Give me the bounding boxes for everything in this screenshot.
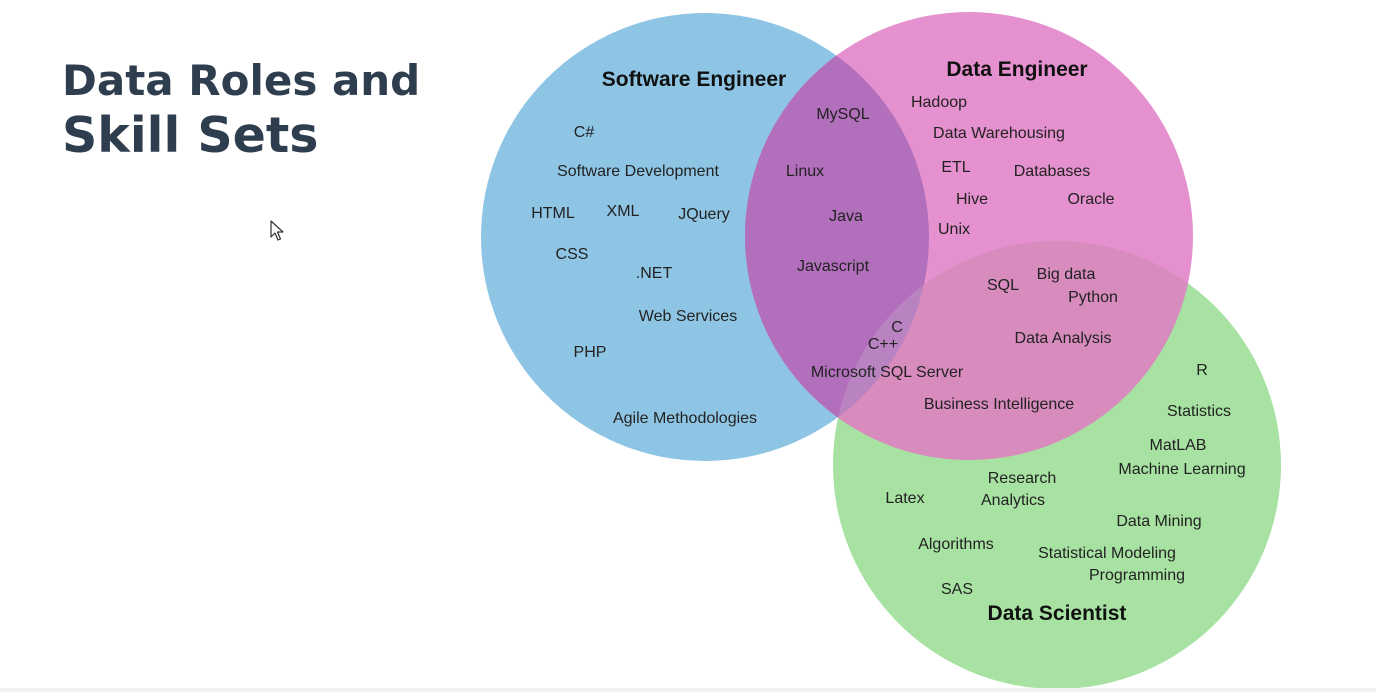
skill-label: Python xyxy=(1068,289,1118,306)
title-line-2: Skill Sets xyxy=(62,107,319,164)
skill-label: Statistical Modeling xyxy=(1038,545,1176,562)
skill-label: Software Development xyxy=(557,163,719,180)
skill-label: Microsoft SQL Server xyxy=(811,364,964,381)
skill-label: Programming xyxy=(1089,567,1185,584)
skill-label: C# xyxy=(574,124,595,141)
skill-label: Web Services xyxy=(639,308,737,325)
skill-label: MatLAB xyxy=(1150,437,1207,454)
skill-label: Linux xyxy=(786,163,824,180)
mouse-pointer-icon xyxy=(270,220,284,241)
skill-label: Hive xyxy=(956,191,988,208)
skill-label: SAS xyxy=(941,581,973,598)
skill-label: Statistics xyxy=(1167,403,1231,420)
skill-label: Hadoop xyxy=(911,94,967,111)
skill-label: .NET xyxy=(636,265,673,282)
skill-label: Unix xyxy=(938,221,970,238)
skill-label: Data Warehousing xyxy=(933,125,1065,142)
data-engineer-heading: Data Engineer xyxy=(946,58,1087,81)
skill-label: Data Mining xyxy=(1116,513,1201,530)
skill-label: Javascript xyxy=(797,258,870,275)
software-engineer-heading: Software Engineer xyxy=(602,68,786,91)
skill-label: Java xyxy=(829,208,863,225)
skill-label: Algorithms xyxy=(918,536,994,553)
skill-label: PHP xyxy=(574,344,607,361)
skill-label: R xyxy=(1196,362,1208,379)
skill-label: XML xyxy=(607,203,640,220)
skill-label: SQL xyxy=(987,277,1019,294)
title-line-1: Data Roles and xyxy=(62,56,421,105)
skill-label: Databases xyxy=(1014,163,1091,180)
skill-label: Machine Learning xyxy=(1118,461,1245,478)
skill-label: Oracle xyxy=(1067,191,1114,208)
slide-title: Data Roles and Skill Sets xyxy=(62,54,420,164)
skill-label: Research xyxy=(988,470,1056,487)
skill-label: MySQL xyxy=(816,106,869,123)
software-data-engineer-overlap xyxy=(745,13,929,460)
skill-label: ETL xyxy=(941,159,970,176)
skill-label: HTML xyxy=(531,205,575,222)
skill-label: Agile Methodologies xyxy=(613,410,757,427)
skill-label: JQuery xyxy=(678,206,730,223)
skill-label: C++ xyxy=(868,336,898,353)
skill-label: Latex xyxy=(885,490,924,507)
skill-label: Business Intelligence xyxy=(924,396,1074,413)
data-scientist-heading: Data Scientist xyxy=(988,602,1127,625)
skill-label: CSS xyxy=(556,246,589,263)
bottom-edge xyxy=(0,688,1376,692)
skill-label: Data Analysis xyxy=(1015,330,1112,347)
skill-label: Analytics xyxy=(981,492,1045,509)
skill-label: Big data xyxy=(1037,266,1096,283)
skill-label: C xyxy=(891,319,903,336)
